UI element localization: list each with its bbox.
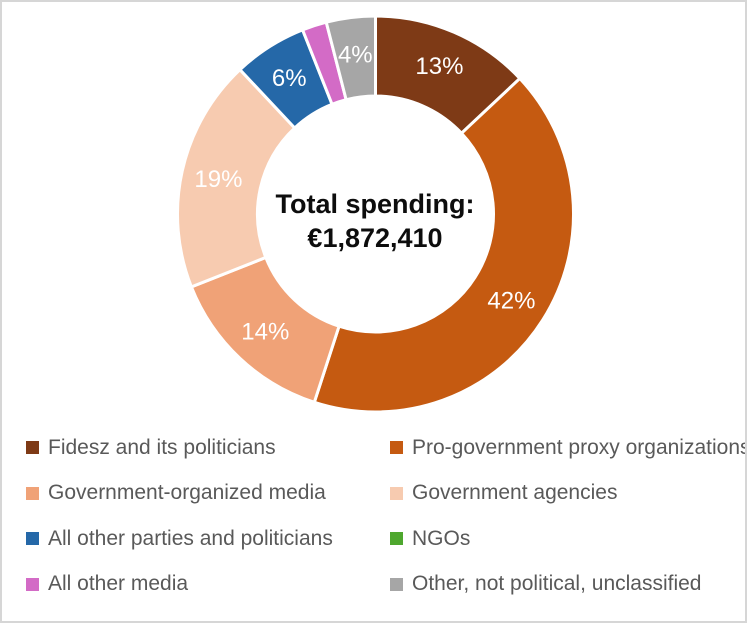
slice-label-other-not-political-unclassified: 4% xyxy=(338,41,373,68)
legend: Fidesz and its politicians Pro-government… xyxy=(26,425,745,608)
center-label-line2: €1,872,410 xyxy=(307,223,443,253)
legend-swatch-fidesz-and-its-politicians xyxy=(26,441,39,455)
legend-item-other-not-political-unclassified: Other, not political, unclassified xyxy=(390,562,745,608)
legend-label-other-not-political-unclassified: Other, not political, unclassified xyxy=(412,572,702,596)
donut-slice-other-not-political-unclassified xyxy=(324,14,377,102)
legend-swatch-government-organized-media xyxy=(26,486,39,500)
donut-slice-government-agencies xyxy=(176,67,297,289)
slice-label-government-agencies: 19% xyxy=(194,166,242,193)
legend-item-all-other-parties-and-politicians: All other parties and politicians xyxy=(26,516,390,562)
legend-label-fidesz-and-its-politicians: Fidesz and its politicians xyxy=(48,435,276,459)
legend-item-ngos: NGOs xyxy=(390,516,745,562)
donut-svg: 13% 42% 14% 19% 6% 4% xyxy=(176,14,576,414)
center-label: Total spending: €1,872,410 xyxy=(245,187,505,255)
legend-item-fidesz-and-its-politicians: Fidesz and its politicians xyxy=(26,425,390,471)
legend-label-government-organized-media: Government-organized media xyxy=(48,481,326,505)
legend-swatch-all-other-parties-and-politicians xyxy=(26,532,39,546)
donut-slice-pro-government-proxy-organizations xyxy=(312,76,576,414)
chart-area: 13% 42% 14% 19% 6% 4% Total spending: €1,872,… xyxy=(2,2,745,420)
slice-label-fidesz-and-its-politicians: 13% xyxy=(415,53,463,80)
legend-swatch-pro-government-proxy-organizations xyxy=(390,441,403,455)
slice-label-pro-government-proxy-organizations: 42% xyxy=(487,287,535,314)
legend-item-all-other-media: All other media xyxy=(26,562,390,608)
legend-item-government-agencies: Government agencies xyxy=(390,471,745,517)
slice-label-all-other-parties-and-politicians: 6% xyxy=(272,65,307,92)
legend-label-all-other-parties-and-politicians: All other parties and politicians xyxy=(48,526,333,550)
legend-swatch-ngos xyxy=(390,532,403,546)
legend-label-pro-government-proxy-organizations: Pro-government proxy organizations xyxy=(412,435,747,459)
legend-swatch-other-not-political-unclassified xyxy=(390,577,403,591)
legend-label-all-other-media: All other media xyxy=(48,572,189,596)
slice-label-government-organized-media: 14% xyxy=(241,318,289,345)
legend-swatch-all-other-media xyxy=(26,577,39,591)
legend-item-pro-government-proxy-organizations: Pro-government proxy organizations xyxy=(390,425,747,471)
legend-swatch-government-agencies xyxy=(390,486,403,500)
legend-label-government-agencies: Government agencies xyxy=(412,481,618,505)
center-label-line1: Total spending: xyxy=(275,189,475,219)
legend-item-government-organized-media: Government-organized media xyxy=(26,471,390,517)
legend-label-ngos: NGOs xyxy=(412,526,471,550)
